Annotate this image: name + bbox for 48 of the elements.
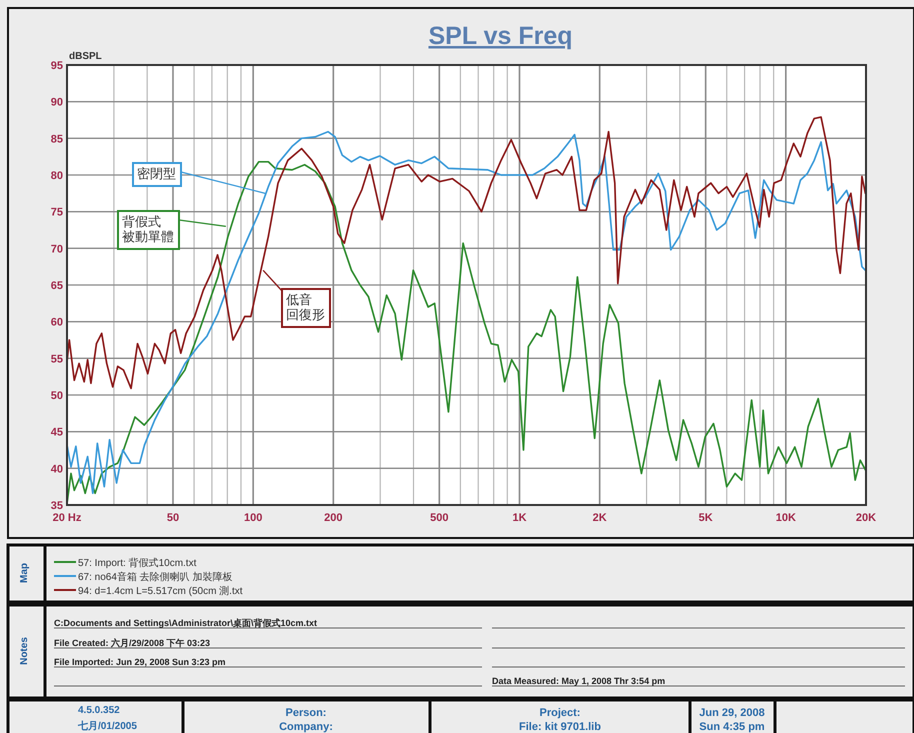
text: File Created: 六月/29/2008 下午 03:23 [54, 638, 210, 648]
x-tick-label: 100 [244, 512, 262, 524]
text: C:Documents and Settings\Administrator\桌面\背假式10cm.txt [54, 618, 318, 628]
legend-label: 67: no64音箱 去除側喇叭 加裝障板 [78, 571, 232, 583]
annotation: 低音回復形 [286, 292, 325, 322]
y-tick-label: 65 [50, 280, 63, 292]
text: 4.5.0.352 [78, 705, 120, 716]
y-tick-label: 45 [50, 426, 63, 439]
text: Map [19, 563, 30, 583]
chart-title: SPL vs Freq [428, 22, 573, 50]
text: Jun 29, 2008 [699, 707, 765, 719]
arrow-callout: 低音回復形 [262, 270, 331, 328]
x-tick-label: 10K [776, 512, 796, 524]
arrow-callout: 密閉型 [132, 162, 266, 194]
y-tick-label: 95 [50, 60, 63, 72]
text: 七月/01/2005 [77, 720, 138, 732]
text: Company: [279, 721, 333, 733]
annotation: 背假式被動單體 [122, 214, 174, 244]
y-tick-label: 75 [50, 206, 63, 219]
text: File Imported: Jun 29, 2008 Sun 3:23 pm [54, 657, 226, 667]
text: File: kit 9701.lib [519, 721, 602, 733]
y-axis-title: dBSPL [69, 51, 102, 62]
y-tick-label: 40 [50, 463, 63, 476]
legend-label: 57: Import: 背假式10cm.txt [78, 557, 197, 569]
text: Person: [286, 707, 326, 719]
y-tick-label: 60 [50, 316, 63, 329]
x-tick-label: 20 Hz [52, 512, 82, 524]
x-tick-label: 20K [856, 512, 876, 524]
y-tick-label: 55 [50, 353, 63, 366]
annotation: 密閉型 [137, 166, 176, 181]
x-tick-label: 2K [592, 512, 607, 524]
arrow-callout: 背假式被動單體 [117, 210, 226, 250]
x-tick-label: 500 [430, 512, 448, 524]
x-tick-label: 5K [698, 512, 713, 524]
text: Sun 4:35 pm [699, 721, 765, 733]
text: Data Measured: May 1, 2008 Thr 3:54 pm [492, 676, 666, 686]
y-tick-label: 90 [50, 96, 63, 109]
legend-label: 94: d=1.4cm L=5.517cm (50cm 測.txt [78, 585, 243, 597]
text: Notes [19, 636, 30, 665]
y-tick-label: 35 [50, 500, 63, 512]
x-tick-label: 50 [166, 512, 180, 524]
x-tick-label: 1K [512, 512, 527, 524]
y-tick-label: 80 [50, 170, 63, 182]
text: Project: [540, 707, 580, 719]
y-tick-label: 85 [50, 133, 63, 146]
x-tick-label: 200 [324, 512, 343, 524]
y-tick-label: 50 [50, 390, 63, 402]
y-tick-label: 70 [50, 243, 63, 256]
